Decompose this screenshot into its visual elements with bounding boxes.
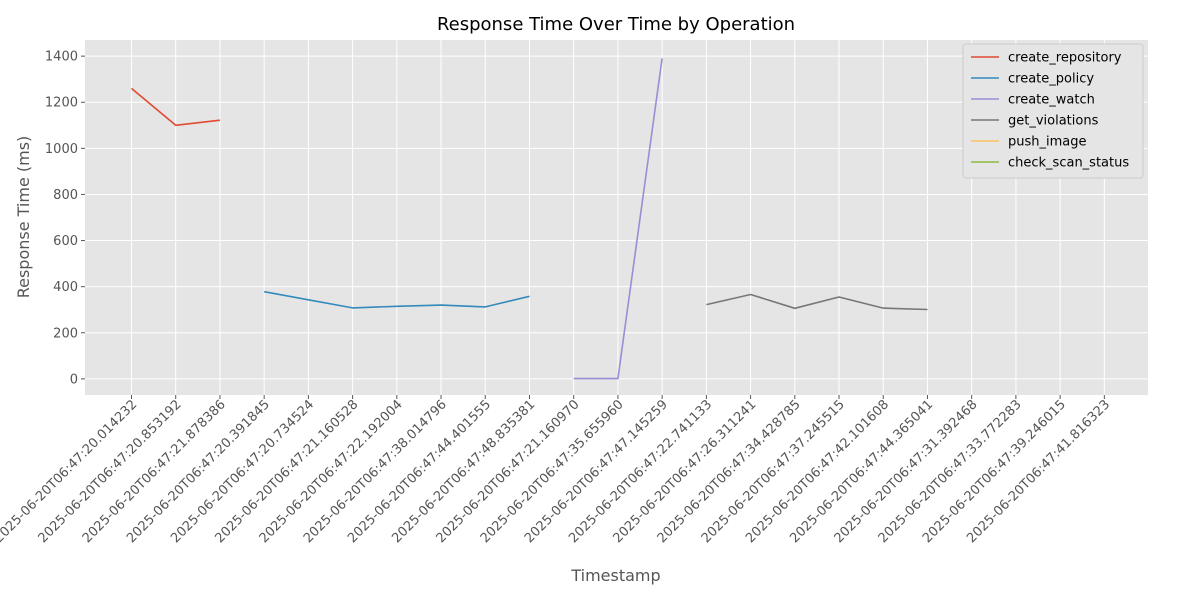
- series-line-create-repository: [130, 87, 220, 127]
- y-tick-label: 200: [53, 326, 78, 341]
- legend-label: push_image: [1008, 135, 1087, 150]
- y-tick-label: 1400: [45, 50, 78, 65]
- series-line-create-watch: [573, 58, 663, 380]
- series-line-create-policy: [264, 290, 530, 309]
- legend-label: create_policy: [1008, 72, 1094, 87]
- y-axis-label: Response Time (ms): [14, 136, 33, 299]
- y-tick-label: 0: [70, 372, 78, 387]
- y-tick-label: 1200: [45, 96, 78, 111]
- legend-label: get_violations: [1008, 114, 1099, 129]
- series-line-get-violations: [706, 293, 928, 311]
- legend-label: check_scan_status: [1008, 156, 1129, 171]
- legend-label: create_watch: [1008, 93, 1095, 108]
- series-lines: [130, 58, 928, 380]
- legend: create_repository create_policy create_wat…: [962, 43, 1144, 179]
- y-axis-ticks: 0 200 400 600 800 1000 1200 1400: [45, 50, 85, 387]
- x-axis-label: Timestamp: [570, 566, 660, 585]
- y-tick-label: 400: [53, 280, 78, 295]
- chart-title: Response Time Over Time by Operation: [437, 14, 795, 35]
- y-tick-label: 600: [53, 234, 78, 249]
- legend-box: [962, 43, 1144, 179]
- y-tick-label: 1000: [45, 142, 78, 157]
- legend-label: create_repository: [1008, 51, 1122, 66]
- y-tick-label: 800: [53, 188, 78, 203]
